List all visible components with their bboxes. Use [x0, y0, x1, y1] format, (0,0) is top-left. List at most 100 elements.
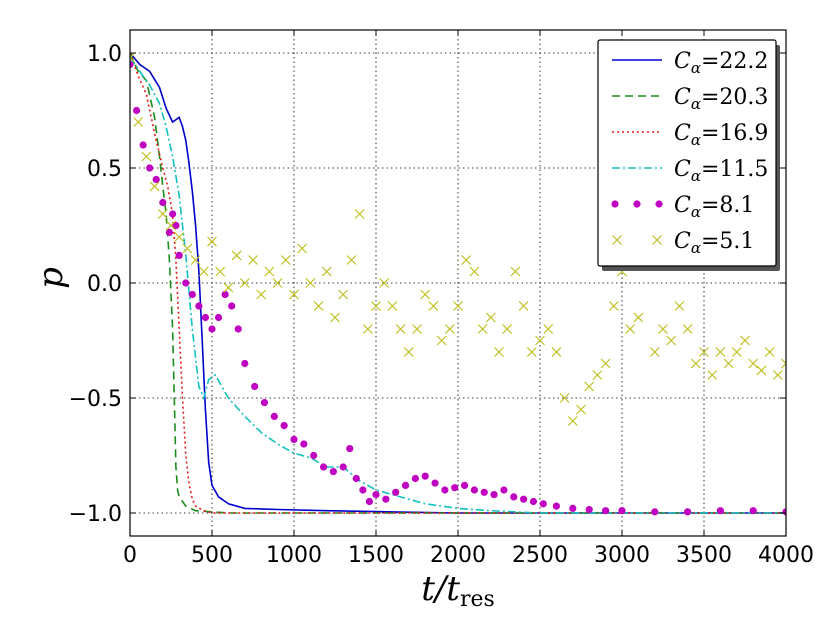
x-tick-label: 1500: [348, 543, 404, 568]
legend-label-letter: C: [674, 193, 691, 218]
data-point: [469, 266, 480, 277]
data-point: [264, 266, 275, 277]
data-point: [359, 486, 367, 494]
data-point: [764, 347, 775, 357]
data-point: [166, 220, 176, 231]
x-axis-label: t/tres: [421, 569, 495, 612]
data-point: [551, 347, 562, 357]
data-point: [321, 266, 332, 277]
data-point: [371, 301, 381, 311]
data-point: [313, 301, 324, 311]
data-point: [352, 474, 360, 483]
data-point: [682, 324, 693, 334]
data-point: [782, 508, 786, 516]
data-point: [182, 279, 190, 287]
data-point: [215, 266, 226, 277]
data-point: [139, 141, 147, 149]
x-tick-label: 1000: [266, 543, 322, 568]
y-tick-label: −1.0: [69, 502, 122, 527]
legend-label-letter: C: [674, 157, 691, 182]
data-point: [214, 313, 223, 322]
data-point: [460, 481, 469, 489]
data-point: [740, 335, 750, 346]
data-point: [310, 451, 318, 460]
data-point: [234, 325, 242, 333]
data-point: [231, 250, 242, 261]
ticks: 0 500 1000 1500 2000 2500 3000 3500 4000 −1.0 −0.5…: [69, 30, 814, 568]
data-point: [707, 370, 718, 380]
data-point: [485, 312, 496, 323]
legend-marker: [655, 200, 663, 208]
data-point: [451, 484, 459, 492]
legend-label-sub: α: [691, 131, 701, 149]
legend-label-value: =16.9: [701, 121, 768, 146]
data-point: [338, 289, 349, 300]
data-point: [585, 505, 593, 514]
data-point: [392, 488, 400, 496]
legend-label-letter: C: [674, 121, 691, 146]
data-point: [608, 301, 619, 311]
data-point: [190, 255, 201, 265]
data-point: [510, 493, 518, 501]
data-point: [182, 243, 193, 254]
data-point: [228, 302, 236, 310]
data-point: [749, 507, 757, 515]
legend-label-letter: C: [674, 229, 691, 254]
data-point: [198, 266, 209, 277]
data-point: [411, 474, 419, 483]
data-point: [354, 209, 365, 219]
data-point: [510, 266, 521, 277]
data-point: [330, 312, 340, 323]
x-tick-label: 500: [191, 543, 233, 568]
data-point: [346, 255, 357, 265]
data-point: [543, 324, 554, 334]
data-point: [772, 370, 783, 380]
data-point: [297, 243, 308, 254]
data-point: [649, 347, 660, 357]
data-point: [477, 324, 488, 334]
legend-label: Cα=20.3: [674, 85, 768, 113]
data-point: [195, 302, 203, 310]
data-point: [552, 502, 561, 510]
legend-label-value: =8.1: [701, 193, 754, 218]
y-tick-label: 0.5: [87, 157, 122, 182]
x-axis-label-main: t/t: [421, 569, 460, 609]
data-point: [748, 358, 759, 369]
legend-label-sub: α: [691, 203, 701, 221]
data-point: [248, 255, 258, 265]
data-point: [674, 301, 685, 311]
data-point: [781, 358, 786, 369]
series-5: [130, 60, 786, 516]
data-point: [130, 52, 135, 63]
data-point: [289, 289, 299, 300]
data-point: [625, 324, 636, 334]
legend-entry-6: Cα=5.1: [612, 229, 754, 257]
legend-label-sub: α: [691, 59, 701, 77]
data-point: [141, 151, 152, 162]
data-point: [280, 255, 291, 265]
y-axis-label: p: [31, 267, 71, 289]
legend-label: Cα=8.1: [674, 193, 754, 221]
data-point: [428, 301, 439, 311]
legend-label-sub: α: [691, 167, 701, 185]
data-point: [300, 440, 308, 448]
series-layer: [130, 52, 786, 516]
data-point: [149, 181, 160, 192]
data-point: [132, 106, 141, 115]
legend-label-value: =20.3: [701, 85, 768, 110]
data-point: [290, 435, 298, 443]
legend-entry-1: Cα=22.2: [612, 49, 768, 77]
data-point: [379, 278, 390, 288]
data-point: [157, 209, 168, 219]
legend-label-sub: α: [691, 95, 701, 113]
data-point: [602, 507, 610, 515]
x-tick-label: 4000: [758, 543, 814, 568]
data-point: [592, 370, 603, 380]
legend-label-letter: C: [674, 85, 691, 110]
data-point: [188, 290, 196, 299]
series-line: [130, 52, 786, 514]
legend-label-value: =11.5: [701, 157, 768, 182]
x-tick-label: 0: [123, 543, 137, 568]
legend-label: Cα=11.5: [674, 157, 768, 185]
legend-entry-2: Cα=20.3: [612, 85, 768, 113]
